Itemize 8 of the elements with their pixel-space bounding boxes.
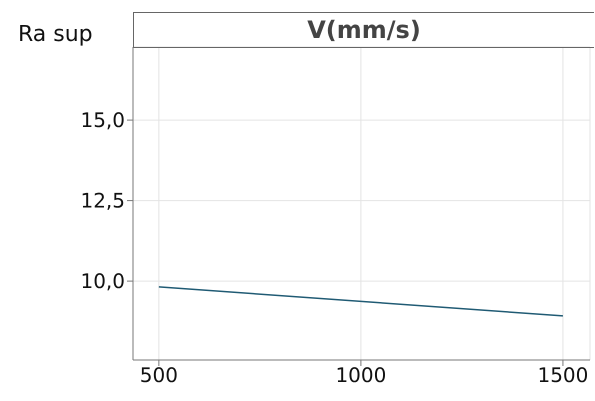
x-tick-label: 500 [140, 363, 178, 388]
y-axis-title: Ra sup [18, 22, 93, 47]
y-tick-label: 15,0 [80, 108, 125, 132]
y-tick-label: 12,5 [80, 188, 125, 213]
chart-title: V(mm/s) [133, 12, 594, 48]
y-tick-label: 10,0 [80, 269, 125, 294]
x-tick-label: 1500 [537, 363, 588, 388]
x-tick-label: 1000 [335, 363, 386, 388]
